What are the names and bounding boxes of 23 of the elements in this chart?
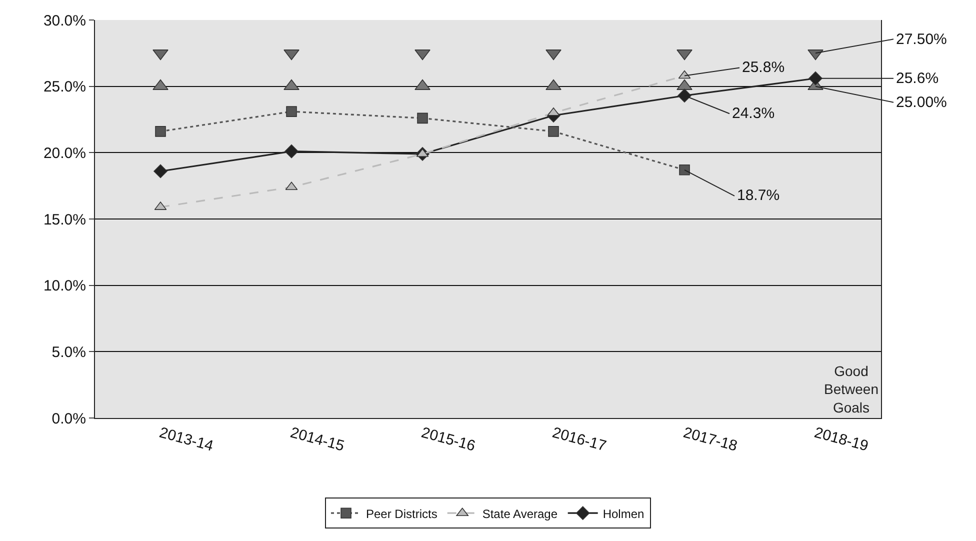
y-tick-label: 30.0% — [43, 12, 86, 30]
x-tick-label: 2015-16 — [420, 424, 478, 455]
y-tick-label: 0.0% — [52, 410, 86, 428]
x-tick-label: 2016-17 — [550, 424, 608, 455]
y-tick-label: 5.0% — [52, 344, 86, 361]
annotation: 25.8% — [742, 59, 785, 76]
y-tick-label: 10.0% — [43, 278, 86, 295]
annotation: Good Between Goals — [824, 363, 878, 416]
x-tick-label: 2014-15 — [288, 424, 346, 455]
x-tick-label: 2013-14 — [158, 424, 216, 455]
x-tick-label: 2017-18 — [682, 424, 740, 455]
y-tick-label: 15.0% — [43, 211, 86, 228]
y-tick-label: 25.0% — [43, 78, 86, 96]
annotation: 25.00% — [896, 94, 947, 111]
annotation: 25.6% — [896, 70, 939, 87]
annotation: 18.7% — [737, 187, 780, 204]
y-tick-label: 20.0% — [43, 144, 86, 162]
x-tick-label: 2018-19 — [812, 424, 870, 455]
annotation: 27.50% — [896, 31, 947, 48]
legend-label: Holmen — [602, 506, 644, 521]
legend-label: Peer Districts — [366, 506, 438, 521]
legend-label: State Average — [482, 506, 558, 521]
annotation: 24.3% — [732, 105, 775, 122]
